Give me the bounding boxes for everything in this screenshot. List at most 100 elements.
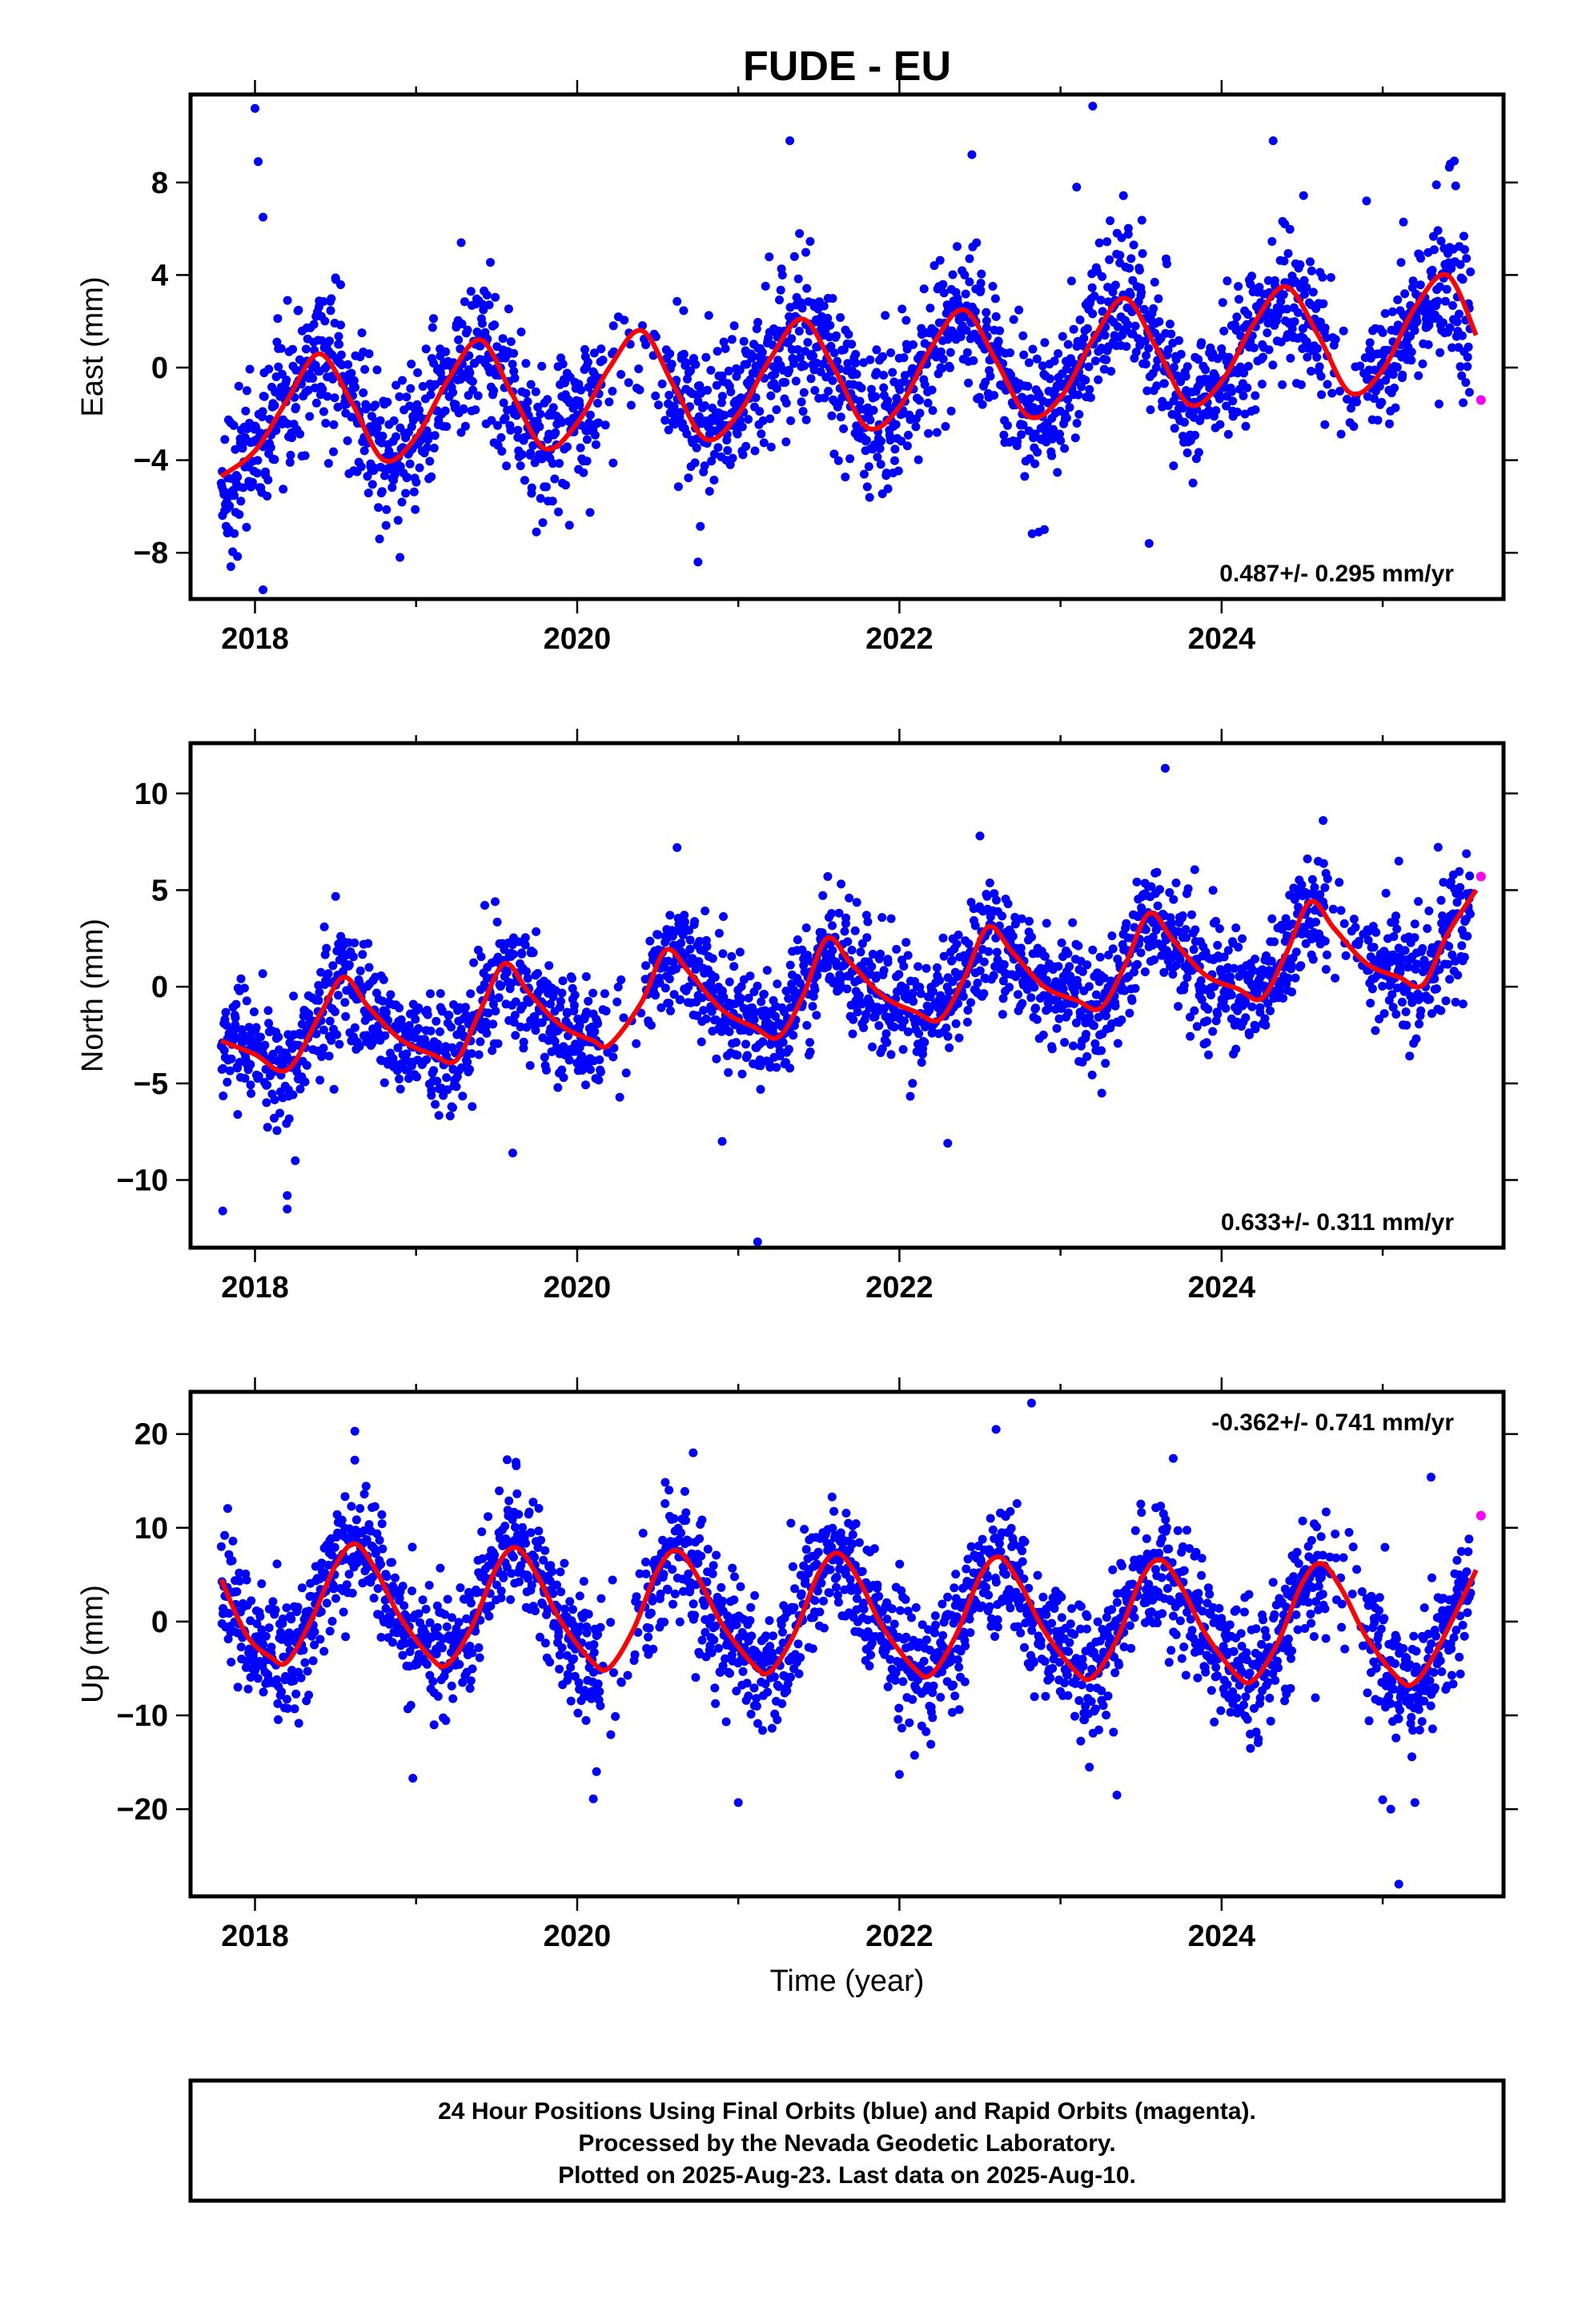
east-final-orbit-point — [1393, 295, 1403, 304]
east-final-orbit-point — [820, 393, 829, 403]
east-final-orbit-point — [1323, 380, 1332, 389]
east-final-orbit-point — [1259, 352, 1267, 362]
east-final-orbit-point — [772, 384, 781, 393]
east-final-orbit-point — [359, 446, 369, 456]
east-final-orbit-point — [584, 357, 592, 367]
east-final-orbit-point — [862, 482, 872, 492]
east-final-orbit-point — [962, 325, 971, 335]
east-final-orbit-point — [927, 385, 937, 395]
east-final-orbit-point — [477, 319, 487, 328]
north-final-orbit-point — [810, 985, 820, 995]
north-final-orbit-point — [1410, 933, 1419, 943]
north-final-orbit-point — [784, 994, 793, 1003]
north-final-orbit-point — [719, 912, 728, 921]
north-final-orbit-point — [1388, 950, 1398, 959]
north-final-orbit-point — [1418, 943, 1427, 953]
up-final-orbit-point — [344, 1570, 354, 1579]
north-final-orbit-point — [954, 1033, 964, 1043]
north-final-orbit-point — [1008, 931, 1018, 941]
north-final-orbit-point — [1058, 984, 1068, 994]
north-final-orbit-point — [262, 1098, 271, 1108]
east-final-orbit-point — [541, 482, 551, 492]
east-final-orbit-point — [960, 270, 970, 279]
east-final-orbit-point — [1407, 283, 1417, 292]
east-final-orbit-point — [1283, 304, 1292, 314]
north-final-orbit-point — [314, 995, 323, 1005]
north-final-orbit-point — [992, 895, 1001, 905]
up-final-orbit-point — [441, 1716, 451, 1725]
east-final-orbit-point — [283, 419, 292, 428]
east-final-orbit-point — [1219, 326, 1229, 336]
north-final-orbit-point — [1211, 916, 1221, 926]
east-final-orbit-point — [878, 352, 888, 361]
north-final-orbit-point — [556, 996, 565, 1006]
east-final-orbit-point — [803, 338, 813, 347]
east-final-orbit-point — [1227, 387, 1236, 396]
north-final-orbit-point — [1202, 1038, 1211, 1047]
north-final-orbit-point — [1197, 995, 1207, 1004]
east-final-orbit-point — [538, 518, 548, 528]
east-final-orbit-point — [506, 425, 516, 435]
north-final-orbit-point — [660, 963, 669, 972]
north-final-orbit-point — [380, 1031, 390, 1040]
east-final-orbit-point — [1398, 370, 1407, 380]
north-final-orbit-point — [951, 1019, 961, 1028]
up-final-orbit-point — [310, 1640, 319, 1650]
east-final-orbit-point — [855, 396, 865, 406]
east-final-orbit-point — [705, 487, 714, 496]
east-final-orbit-point — [1053, 468, 1062, 477]
north-final-orbit-point — [350, 1023, 359, 1032]
north-final-orbit-point — [1190, 865, 1199, 875]
north-final-orbit-point — [1082, 1051, 1092, 1061]
north-final-orbit-point — [559, 1073, 568, 1083]
north-final-orbit-point — [334, 991, 343, 1000]
north-final-orbit-point — [1415, 1019, 1423, 1029]
east-final-orbit-point — [1130, 321, 1140, 331]
east-final-orbit-point — [1069, 324, 1078, 334]
east-final-orbit-point — [1180, 417, 1189, 427]
north-final-orbit-point — [1032, 1015, 1042, 1024]
north-final-orbit-point — [1104, 951, 1114, 959]
east-final-orbit-point — [585, 410, 595, 420]
north-final-orbit-point — [1183, 884, 1193, 894]
north-final-orbit-point — [913, 962, 923, 971]
east-final-orbit-point — [1178, 404, 1187, 413]
north-final-orbit-point — [1070, 987, 1079, 997]
north-final-orbit-point — [998, 911, 1007, 921]
north-final-orbit-point — [600, 989, 609, 999]
north-final-orbit-point — [621, 1068, 631, 1078]
east-final-orbit-point — [460, 297, 469, 307]
up-final-orbit-point — [255, 1612, 265, 1621]
east-final-orbit-point — [1090, 292, 1099, 301]
north-final-orbit-point — [1171, 879, 1181, 887]
east-final-orbit-point — [1233, 408, 1242, 416]
north-final-orbit-point — [707, 1007, 717, 1016]
north-final-orbit-point — [355, 1042, 364, 1051]
north-final-orbit-point — [727, 951, 737, 961]
east-final-orbit-point — [427, 472, 436, 481]
north-final-orbit-point — [1270, 937, 1279, 947]
north-final-orbit-point — [496, 981, 506, 991]
east-final-orbit-point — [1429, 245, 1439, 255]
east-final-orbit-point — [1241, 421, 1251, 431]
north-final-orbit-point — [436, 1027, 444, 1036]
north-final-orbit-point — [300, 1077, 310, 1087]
east-final-orbit-point — [738, 450, 748, 460]
north-final-orbit-point — [432, 1076, 442, 1086]
north-final-orbit-point — [903, 951, 913, 960]
east-final-orbit-point — [1072, 419, 1082, 428]
east-final-orbit-point — [717, 392, 727, 401]
north-final-orbit-point — [480, 901, 489, 910]
north-final-orbit-point — [966, 998, 976, 1007]
north-final-orbit-point — [939, 951, 949, 961]
east-final-orbit-point — [693, 396, 703, 406]
up-final-orbit-point — [375, 1535, 384, 1545]
east-final-orbit-point — [568, 404, 578, 413]
east-final-orbit-point — [824, 387, 833, 396]
east-final-orbit-point — [1391, 403, 1400, 412]
east-final-orbit-point — [749, 352, 758, 361]
north-final-orbit-point — [908, 1079, 917, 1088]
up-final-orbit-point — [224, 1609, 234, 1618]
north-final-orbit-point — [1234, 943, 1243, 952]
east-final-orbit-point — [1142, 351, 1151, 360]
